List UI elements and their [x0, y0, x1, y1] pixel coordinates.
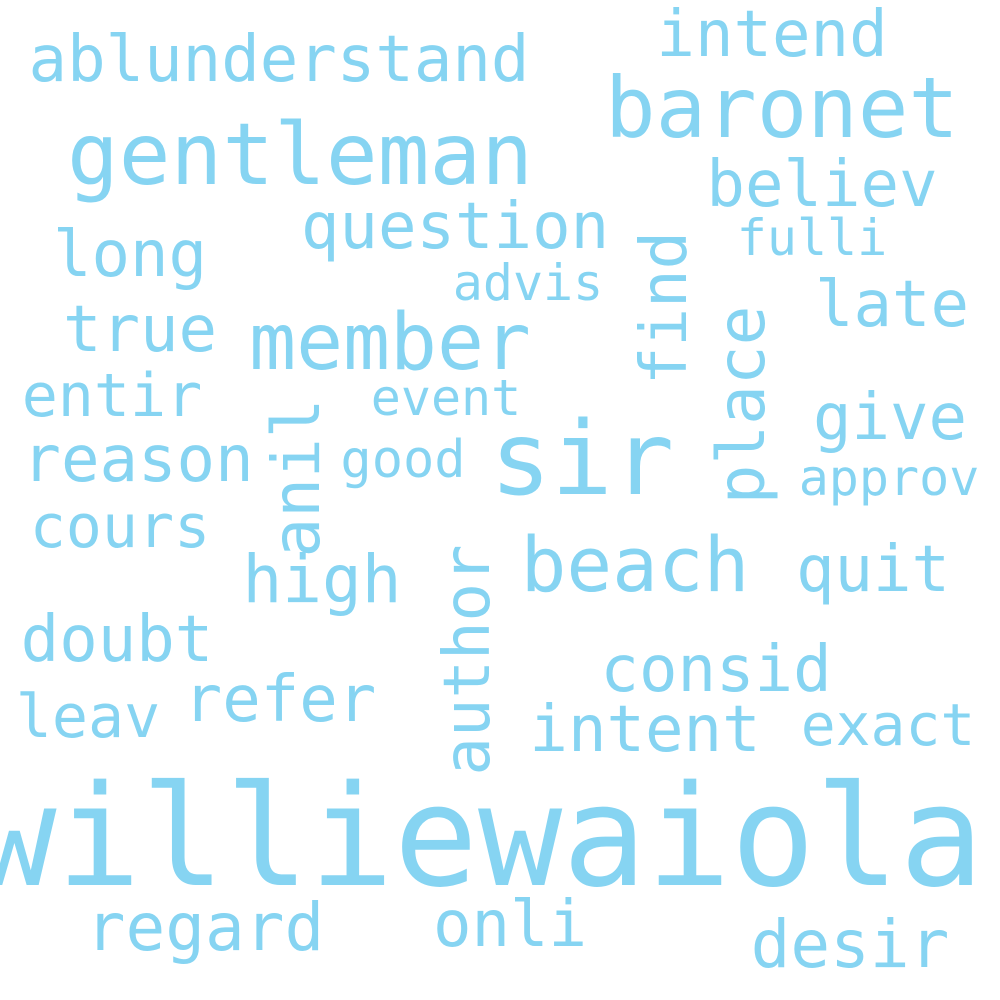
- word-late: late: [814, 268, 970, 342]
- word-fulli: fulli: [736, 209, 888, 267]
- word-onli: onli: [432, 888, 588, 962]
- word-quit: quit: [795, 533, 951, 607]
- word-ablunderstand: ablunderstand: [28, 23, 530, 97]
- word-entir: entir: [21, 361, 203, 431]
- word-place: place: [703, 305, 780, 505]
- word-good: good: [340, 430, 466, 490]
- word-advis: advis: [452, 254, 604, 312]
- word-cours: cours: [29, 492, 211, 562]
- word-find: find: [628, 230, 702, 386]
- word-doubt: doubt: [20, 603, 214, 677]
- word-leav: leav: [15, 682, 161, 752]
- word-question: question: [300, 190, 610, 264]
- word-reason: reason: [22, 423, 254, 497]
- word-intend: intend: [656, 0, 888, 72]
- word-member: member: [249, 298, 531, 388]
- word-author: author: [431, 544, 505, 776]
- word-long: long: [52, 218, 208, 292]
- word-regard: regard: [85, 889, 325, 966]
- word-sir: sir: [489, 400, 675, 519]
- word-believ: believ: [706, 148, 938, 222]
- word-give: give: [812, 381, 968, 455]
- word-consid: consid: [600, 633, 832, 707]
- word-event: event: [370, 369, 522, 427]
- word-beach: beach: [520, 520, 750, 609]
- word-desir: desir: [750, 906, 950, 983]
- word-baronet: baronet: [604, 59, 960, 157]
- word-high: high: [242, 541, 402, 618]
- word-williewaiola: williewaiola: [0, 756, 984, 919]
- word-approv: approv: [798, 449, 980, 507]
- word-true: true: [62, 293, 218, 367]
- word-exact: exact: [800, 691, 976, 759]
- word-intent: intent: [529, 693, 761, 767]
- word-anil: anil: [258, 398, 335, 558]
- word-refer: refer: [183, 663, 377, 737]
- word-gentleman: gentleman: [67, 105, 533, 205]
